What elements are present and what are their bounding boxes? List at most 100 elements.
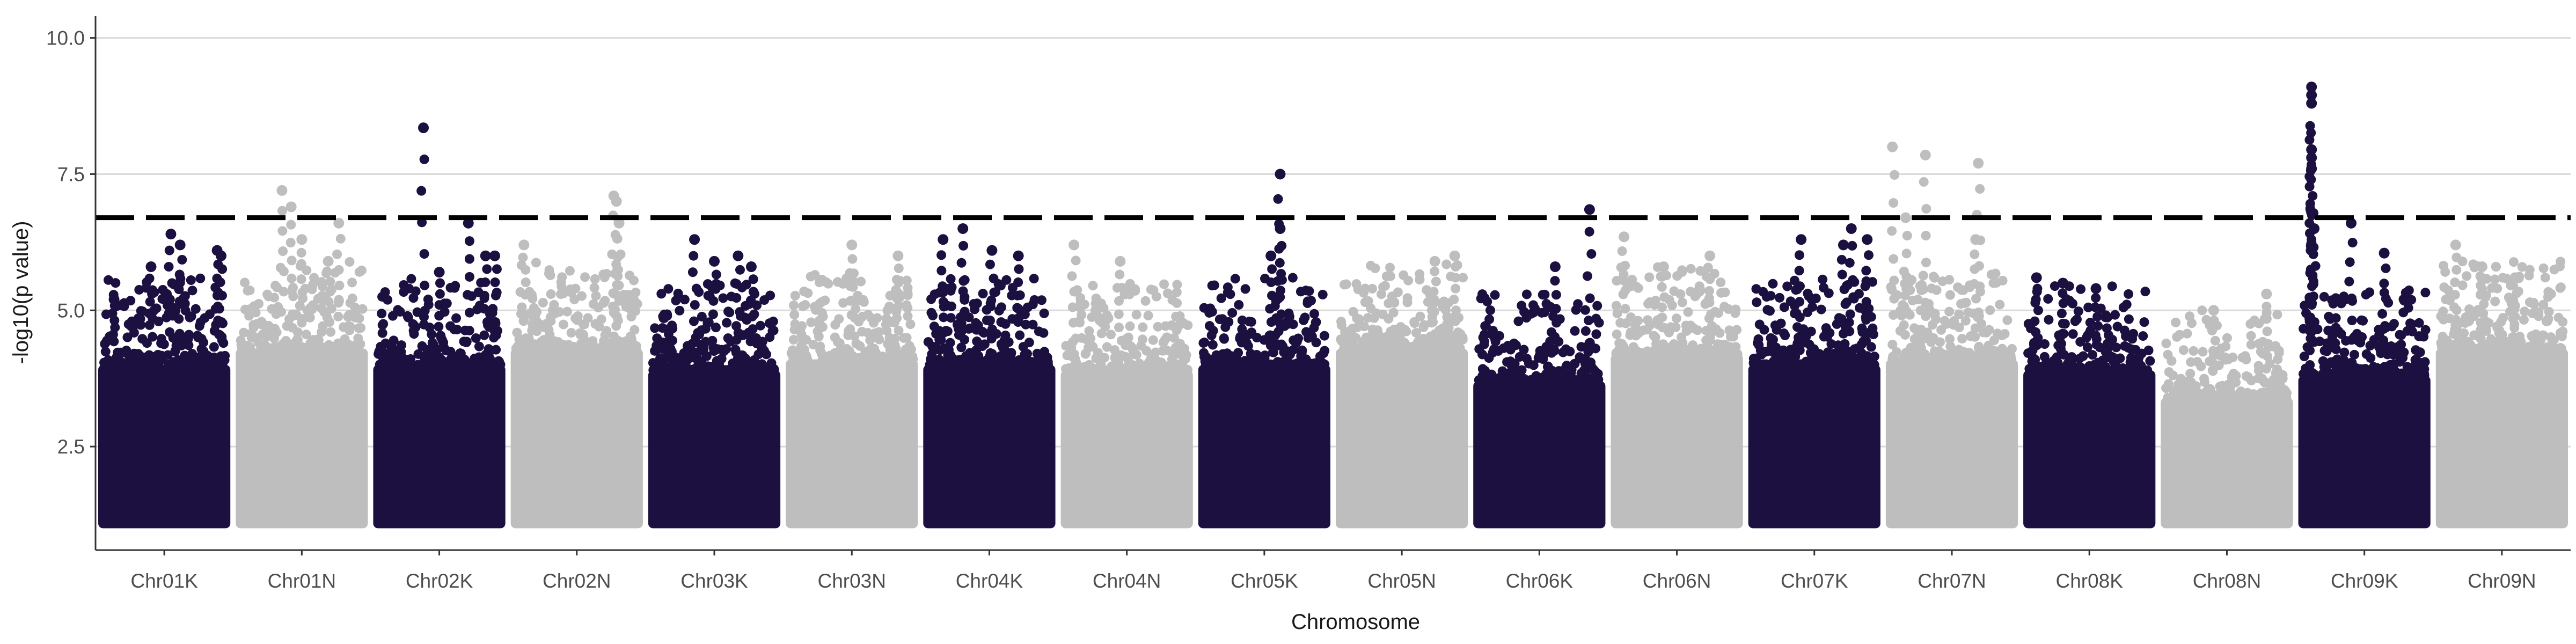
data-point	[1277, 275, 1287, 285]
data-point	[1919, 284, 1929, 295]
data-point	[1618, 289, 1628, 299]
data-point	[297, 287, 308, 297]
data-point	[279, 287, 289, 297]
data-point	[612, 311, 622, 321]
data-point	[735, 307, 745, 317]
data-point	[2476, 280, 2486, 290]
data-point	[1283, 319, 1293, 329]
data-point	[347, 293, 357, 303]
data-point	[2139, 317, 2149, 327]
data-point	[2039, 339, 2050, 349]
data-point	[1683, 307, 1693, 317]
data-point	[2050, 281, 2060, 291]
data-point	[1693, 325, 1703, 335]
data-point	[2527, 331, 2537, 341]
data-point	[186, 311, 196, 321]
data-point	[748, 287, 758, 297]
data-point	[334, 265, 344, 275]
data-point	[464, 236, 474, 246]
x-tick-label: Chr07N	[1918, 570, 1986, 592]
data-point	[1199, 303, 1209, 313]
peak-point	[165, 229, 177, 240]
data-point	[835, 338, 845, 348]
data-point	[216, 351, 226, 361]
data-point	[199, 346, 209, 356]
data-point	[308, 300, 318, 310]
data-point	[2351, 366, 2361, 376]
data-point	[386, 341, 397, 352]
data-point	[2112, 321, 2123, 332]
x-tick-label: Chr05K	[1231, 570, 1298, 592]
data-point	[971, 325, 982, 335]
data-point	[1367, 283, 1378, 294]
data-point	[621, 302, 631, 312]
data-point	[1431, 276, 1441, 287]
data-point	[484, 349, 494, 359]
data-point	[1115, 269, 1125, 280]
data-point	[1723, 304, 1733, 314]
data-point	[1820, 360, 1831, 370]
data-point	[613, 335, 623, 346]
chromosome-Chr02K	[373, 122, 506, 529]
data-point	[845, 296, 855, 306]
chromosome-Chr07N	[1885, 141, 2018, 529]
data-point	[1505, 376, 1515, 386]
peak-point	[1069, 239, 1080, 251]
data-point	[100, 347, 111, 357]
data-point	[1844, 317, 1854, 327]
data-point	[347, 277, 357, 288]
data-point	[1695, 346, 1706, 356]
data-point	[2031, 361, 2041, 371]
peak-point	[2306, 163, 2317, 174]
data-point	[519, 314, 529, 325]
data-point	[1273, 194, 1283, 204]
data-point	[1731, 349, 1741, 359]
data-point	[2031, 294, 2041, 304]
data-point	[2420, 325, 2431, 335]
data-point	[2126, 365, 2136, 375]
peak-point	[2306, 98, 2317, 109]
data-point	[1429, 307, 1439, 317]
data-point	[963, 358, 973, 369]
data-point	[1705, 274, 1715, 284]
data-point	[2556, 257, 2566, 267]
data-point	[482, 317, 492, 327]
data-point	[1158, 346, 1168, 356]
data-point	[2509, 304, 2520, 314]
data-point	[1519, 345, 1529, 355]
data-point	[845, 324, 855, 334]
data-point	[1582, 271, 1592, 281]
data-point	[800, 300, 810, 310]
data-point	[2464, 304, 2475, 314]
data-point	[2207, 325, 2217, 335]
data-point	[1580, 358, 1590, 369]
data-point	[1840, 339, 1850, 349]
data-point	[939, 343, 949, 354]
data-point	[1226, 351, 1236, 361]
data-point	[334, 296, 344, 306]
data-point	[1477, 364, 1488, 374]
data-point	[1352, 313, 1362, 324]
data-point	[1336, 317, 1346, 327]
data-point	[650, 346, 660, 356]
data-point	[2494, 335, 2505, 346]
peak-point	[1013, 250, 1024, 261]
data-point	[2186, 377, 2196, 387]
data-point	[1036, 295, 1046, 305]
data-point	[2336, 329, 2346, 339]
data-point	[1381, 271, 1392, 281]
data-point	[288, 291, 298, 302]
data-point	[616, 249, 626, 259]
data-point	[817, 276, 827, 287]
data-point	[214, 304, 224, 314]
data-point	[164, 262, 174, 272]
data-point	[683, 341, 693, 351]
data-point	[1028, 299, 1038, 310]
data-point	[2176, 374, 2186, 384]
data-point	[926, 308, 936, 318]
data-point	[1927, 354, 1937, 364]
data-point	[1230, 274, 1240, 284]
data-point	[894, 301, 904, 311]
data-point	[748, 274, 758, 284]
